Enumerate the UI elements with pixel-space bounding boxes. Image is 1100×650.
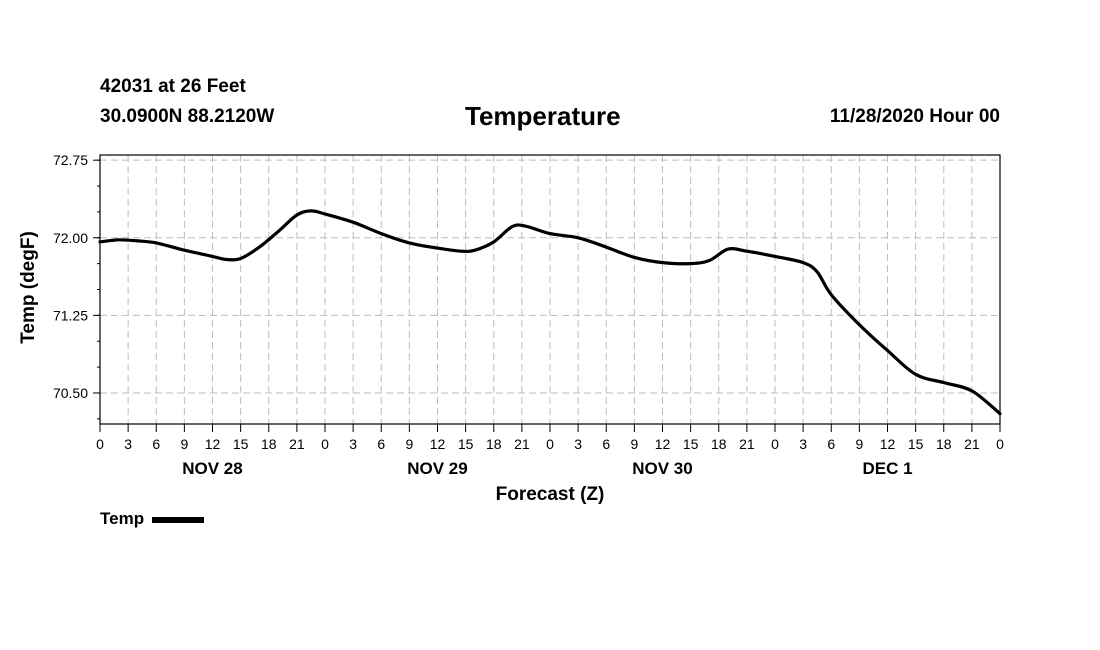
y-tick-label: 72.75 (53, 152, 88, 168)
series-line-temp (98, 209, 1002, 416)
y-tick-label: 71.25 (53, 307, 88, 323)
date-label: DEC 1 (862, 459, 912, 478)
x-tick-label: 6 (377, 436, 385, 452)
grid-layer (100, 155, 1000, 424)
y-axis: 72.75 72.00 71.25 70.50 (53, 152, 100, 420)
x-tick-label: 3 (349, 436, 357, 452)
x-tick-label: 21 (289, 436, 305, 452)
legend-swatch-temp (152, 516, 205, 523)
x-tick-label: 21 (739, 436, 755, 452)
x-tick-label: 15 (233, 436, 249, 452)
x-tick-label: 6 (827, 436, 835, 452)
station-coordinates: 30.0900N 88.2120W (100, 106, 275, 127)
date-label: NOV 29 (407, 459, 467, 478)
x-tick-label: 18 (711, 436, 727, 452)
x-axis: 0 3 6 9 12 15 18 21 0 3 6 9 12 15 18 21 0 3 6 9 12 15 18 21 0 3 6 9… (96, 424, 1004, 452)
x-tick-label: 12 (655, 436, 671, 452)
x-tick-label: 9 (630, 436, 638, 452)
series-layer (98, 209, 1002, 416)
y-axis-title: Temp (degF) (18, 231, 39, 344)
x-tick-label: 0 (996, 436, 1004, 452)
x-tick-label: 6 (152, 436, 160, 452)
x-tick-label: 18 (261, 436, 277, 452)
y-tick-label: 70.50 (53, 385, 88, 401)
x-tick-label: 0 (96, 436, 104, 452)
x-tick-label: 9 (855, 436, 863, 452)
date-label: NOV 30 (632, 459, 692, 478)
y-tick-label: 72.00 (53, 230, 88, 246)
forecast-run-time: 11/28/2020 Hour 00 (829, 106, 1000, 127)
x-tick-label: 6 (602, 436, 610, 452)
x-tick-label: 3 (124, 436, 132, 452)
x-tick-label: 3 (574, 436, 582, 452)
date-labels: NOV 28 NOV 29 NOV 30 DEC 1 (182, 459, 912, 478)
x-tick-label: 0 (321, 436, 329, 452)
chart-title: Temperature (465, 101, 621, 131)
x-tick-label: 3 (799, 436, 807, 452)
x-tick-label: 15 (908, 436, 924, 452)
x-tick-label: 9 (180, 436, 188, 452)
legend: Temp (100, 509, 205, 529)
x-axis-title: Forecast (Z) (496, 484, 605, 505)
station-label: 42031 at 26 Feet (100, 76, 246, 97)
x-tick-label: 21 (514, 436, 530, 452)
x-tick-label: 12 (880, 436, 896, 452)
x-tick-label: 9 (405, 436, 413, 452)
x-tick-label: 12 (430, 436, 446, 452)
x-tick-label: 0 (771, 436, 779, 452)
x-tick-label: 15 (683, 436, 699, 452)
x-tick-label: 15 (458, 436, 474, 452)
plot-frame (99, 154, 1001, 425)
date-label: NOV 28 (182, 459, 242, 478)
x-tick-label: 18 (936, 436, 952, 452)
x-tick-label: 12 (205, 436, 221, 452)
x-tick-label: 0 (546, 436, 554, 452)
x-tick-label: 18 (486, 436, 502, 452)
legend-label: Temp (100, 509, 145, 528)
x-tick-label: 21 (964, 436, 980, 452)
